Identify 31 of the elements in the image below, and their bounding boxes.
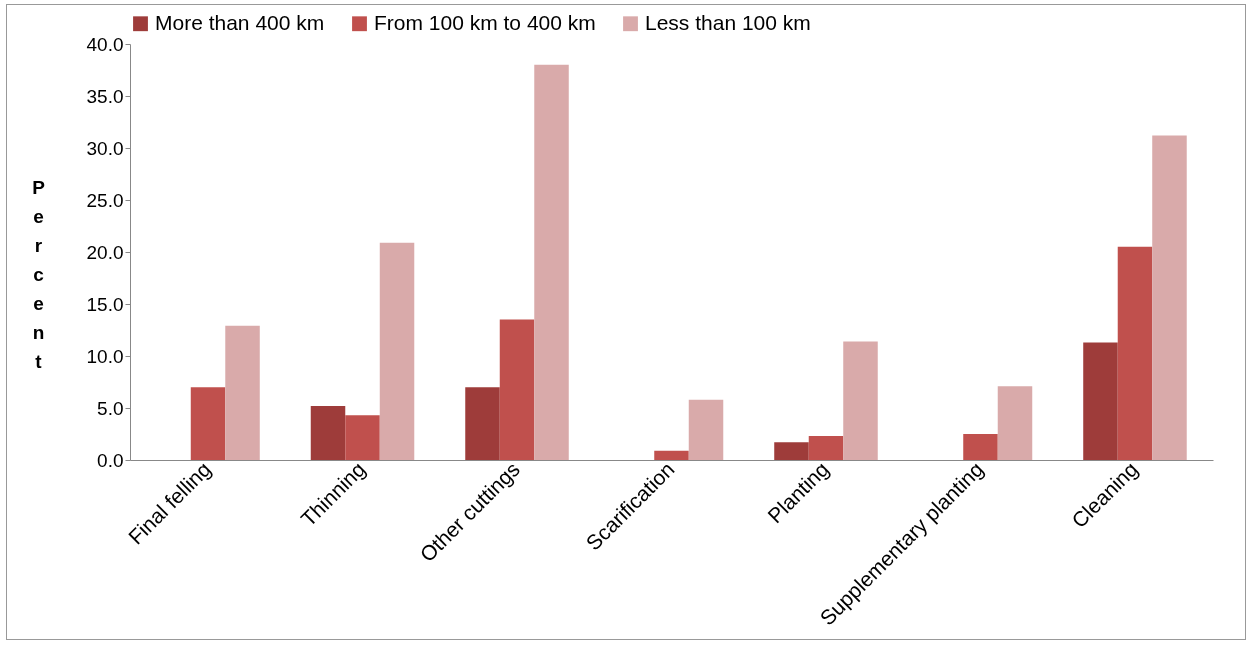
bar xyxy=(774,442,809,460)
bar xyxy=(345,415,380,460)
bar xyxy=(843,341,878,460)
y-tick-label: 40.0 xyxy=(86,33,124,55)
y-tick-label: 10.0 xyxy=(86,345,124,367)
bar xyxy=(465,387,500,460)
y-tick-label: 25.0 xyxy=(86,189,124,211)
y-tick-label: 0.0 xyxy=(97,449,124,471)
y-tick-label: 35.0 xyxy=(86,85,124,107)
y-tick-label: 5.0 xyxy=(97,397,124,419)
bar xyxy=(654,450,689,460)
y-tick-label: 30.0 xyxy=(86,137,124,159)
bar xyxy=(499,319,535,460)
legend-label: More than 400 km xyxy=(155,10,325,34)
y-tick-label: 15.0 xyxy=(86,293,124,315)
y-tick-label: 20.0 xyxy=(86,241,124,263)
bar xyxy=(190,387,226,460)
bar xyxy=(225,325,260,460)
bar xyxy=(1083,342,1118,460)
bar xyxy=(1152,135,1187,460)
bar xyxy=(963,434,998,460)
y-axis-title: Percent xyxy=(32,176,46,372)
legend-label: Less than 100 km xyxy=(645,10,811,34)
bar xyxy=(310,405,346,460)
bar xyxy=(1117,246,1153,460)
bar xyxy=(379,242,415,460)
bar xyxy=(808,436,844,460)
legend-label: From 100 km to 400 km xyxy=(374,10,596,34)
bar xyxy=(688,399,724,460)
bar xyxy=(534,64,569,460)
bar xyxy=(997,386,1033,460)
